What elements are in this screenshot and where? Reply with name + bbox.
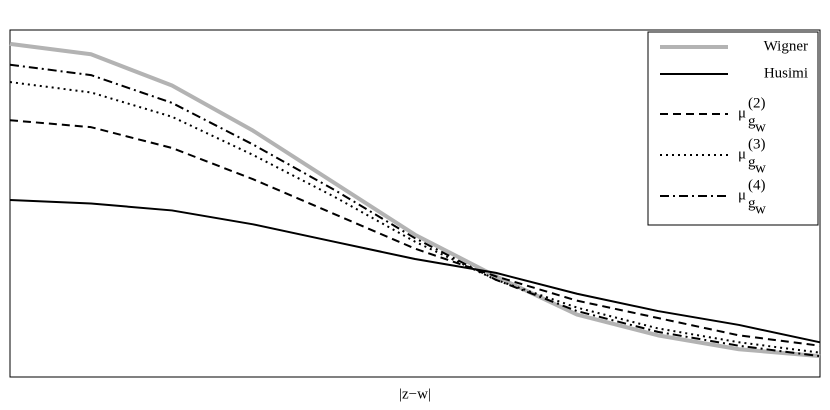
legend-box (647, 31, 819, 226)
legend-subscript: g (748, 154, 756, 170)
series-line (9, 41, 821, 359)
legend-label: μ (738, 146, 746, 162)
legend-label: Wigner (764, 38, 808, 54)
series-line (9, 63, 821, 358)
legend-label: μ (738, 187, 746, 203)
x-axis-label: |z−w| (399, 386, 431, 402)
legend-subscript: g (748, 113, 756, 129)
legend-superscript: (3) (748, 136, 766, 152)
legend-subsubscript: w (755, 160, 766, 176)
legend-superscript: (2) (748, 95, 766, 111)
legend-label: Husimi (764, 65, 808, 81)
series-line (9, 81, 821, 354)
legend-subsubscript: w (755, 201, 766, 217)
plot-frame (9, 29, 821, 378)
legend-superscript: (4) (748, 177, 766, 193)
legend-subscript: g (748, 195, 756, 211)
series-line (9, 119, 821, 347)
legend-subsubscript: w (755, 119, 766, 135)
series-line (9, 199, 821, 344)
legend-label: μ (738, 105, 746, 121)
